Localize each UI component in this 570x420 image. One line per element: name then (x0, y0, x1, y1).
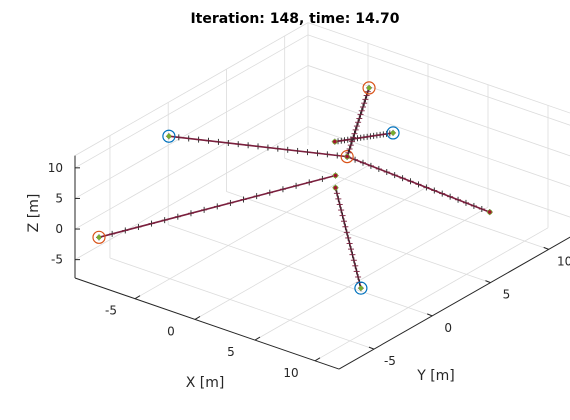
x-axis-line (74, 277, 340, 370)
z-axis-label: Z [m] (26, 194, 42, 233)
trajectory-3 (340, 150, 493, 216)
trajectory-6 (332, 184, 368, 295)
x-tick-label: 0 (167, 324, 175, 338)
x-tick-mark (254, 336, 261, 341)
chart-title: Iteration: 148, time: 14.70 (190, 11, 399, 27)
tick-labels: -5 0 5 10 -5 0 5 10 -5 0 5 10 (48, 161, 570, 380)
x-tick-mark (194, 315, 201, 320)
trajectory-2 (92, 172, 339, 244)
y-axis-label: Y [m] (416, 368, 455, 384)
grid-line (314, 227, 549, 362)
y-axis-line (338, 236, 570, 370)
grid-line (74, 65, 309, 199)
end-dot (332, 185, 339, 191)
y-tick-mark (485, 280, 491, 284)
start-marker (386, 126, 400, 140)
z-tick-label: 5 (55, 191, 63, 205)
grid-line (168, 224, 433, 317)
end-dot (487, 209, 493, 215)
z-tick-label: 10 (48, 161, 63, 175)
start-dot (166, 133, 172, 139)
start-dot (366, 85, 372, 91)
start-dot (358, 285, 364, 291)
x-tick-label: 10 (283, 366, 298, 380)
grid-line (74, 95, 309, 230)
grid-line (74, 126, 309, 260)
y-tick-label: 0 (444, 321, 452, 335)
y-tick-label: 5 (503, 288, 511, 302)
x-tick-mark (314, 357, 321, 362)
axes (74, 155, 570, 370)
y-tick-mark (368, 346, 375, 350)
x-tick-mark (134, 295, 141, 300)
grid-line (226, 191, 491, 284)
start-marker (354, 281, 368, 295)
x-tick-label: 5 (227, 345, 235, 359)
grid-line (284, 157, 549, 250)
start-dot (390, 130, 396, 136)
grid-line (134, 165, 369, 300)
grid-lines (74, 22, 570, 362)
x-axis-label: X [m] (186, 375, 225, 391)
grid-line (109, 257, 375, 350)
grid-line (74, 34, 309, 169)
trajectory-5 (344, 81, 376, 160)
y-tick-label: -5 (384, 354, 396, 368)
end-dot (344, 154, 350, 160)
box-edge (307, 22, 570, 114)
y-tick-mark (543, 246, 549, 250)
grid-line (307, 65, 570, 157)
trajectory-1 (162, 129, 351, 160)
z-tick-label: 0 (55, 222, 63, 236)
start-marker (92, 230, 106, 244)
y-tick-label: 10 (557, 254, 570, 268)
box-edge (74, 22, 309, 156)
z-tick-label: -5 (51, 253, 63, 267)
start-dot (96, 235, 102, 240)
grid-line (254, 206, 489, 341)
series-group (92, 81, 493, 295)
start-marker (362, 81, 376, 95)
end-dot (332, 172, 339, 179)
grid-line (307, 95, 570, 187)
end-dot (332, 139, 338, 145)
x-tick-label: -5 (105, 304, 117, 318)
trajectory-4 (331, 126, 400, 145)
start-marker (162, 129, 176, 143)
y-tick-mark (427, 313, 433, 317)
grid-line (307, 34, 570, 126)
start-marker (340, 150, 354, 164)
grid-line (194, 186, 429, 320)
